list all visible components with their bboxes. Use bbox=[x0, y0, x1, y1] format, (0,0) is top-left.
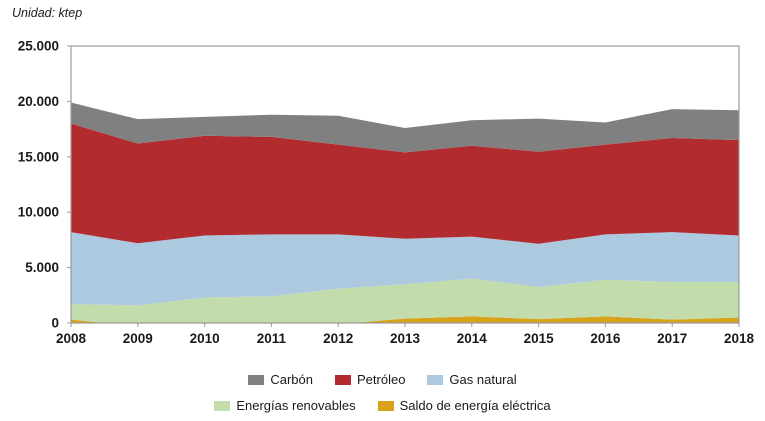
legend-label: Petróleo bbox=[357, 372, 406, 387]
x-tick-label: 2016 bbox=[590, 331, 621, 346]
x-tick-label: 2013 bbox=[390, 331, 421, 346]
legend-swatch-petroleo bbox=[335, 374, 351, 385]
x-tick-label: 2010 bbox=[190, 331, 220, 346]
y-tick-label: 15.000 bbox=[18, 149, 59, 164]
legend-item: Saldo de energía eléctrica bbox=[377, 398, 551, 413]
legend-label: Gas natural bbox=[449, 372, 517, 387]
legend-swatch-saldo-electrico bbox=[377, 400, 394, 411]
legend-label: Carbón bbox=[270, 372, 313, 387]
area-series-0 bbox=[71, 316, 739, 323]
x-tick-label: 2008 bbox=[56, 331, 87, 346]
legend-item: Petróleo bbox=[335, 372, 405, 387]
legend-item: Carbón bbox=[248, 372, 313, 387]
x-tick-label: 2015 bbox=[524, 331, 555, 346]
x-tick-label: 2011 bbox=[257, 331, 287, 346]
y-tick-label: 0 bbox=[51, 316, 59, 331]
unit-label: Unidad: ktep bbox=[12, 6, 83, 20]
y-tick-label: 20.000 bbox=[18, 94, 59, 109]
legend-row-1: Carbón Petróleo Gas natural bbox=[0, 372, 765, 387]
x-tick-label: 2018 bbox=[724, 331, 755, 346]
area-series-2 bbox=[71, 232, 739, 306]
legend-item: Gas natural bbox=[427, 372, 517, 387]
x-tick-label: 2017 bbox=[657, 331, 687, 346]
legend-swatch-gas-natural bbox=[427, 374, 444, 385]
plot-areas bbox=[71, 102, 739, 323]
y-tick-label: 10.000 bbox=[18, 205, 59, 220]
legend-swatch-renovables bbox=[214, 400, 231, 411]
legend-label: Energías renovables bbox=[236, 398, 356, 413]
legend-row-2: Energías renovables Saldo de energía elé… bbox=[0, 398, 765, 413]
x-tick-label: 2012 bbox=[323, 331, 353, 346]
legend-swatch-carbon bbox=[248, 374, 265, 385]
legend-label: Saldo de energía eléctrica bbox=[399, 398, 551, 413]
legend-item: Energías renovables bbox=[214, 398, 356, 413]
y-tick-label: 5.000 bbox=[25, 260, 59, 275]
y-tick-label: 25.000 bbox=[18, 39, 59, 54]
x-tick-label: 2014 bbox=[457, 331, 488, 346]
area-series-4 bbox=[71, 102, 739, 153]
area-series-1 bbox=[71, 278, 739, 323]
x-tick-label: 2009 bbox=[123, 331, 153, 346]
area-series-3 bbox=[71, 123, 739, 244]
